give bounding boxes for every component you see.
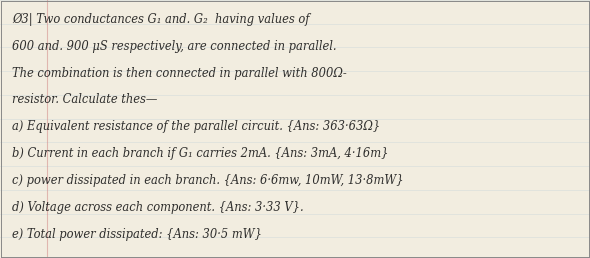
Text: e) Total power dissipated: {Ans: 30·5 mW}: e) Total power dissipated: {Ans: 30·5 mW… bbox=[12, 228, 262, 241]
Text: The combination is then connected in parallel with 800Ω-: The combination is then connected in par… bbox=[12, 67, 346, 80]
Text: 600 and. 900 μS respectively, are connected in parallel.: 600 and. 900 μS respectively, are connec… bbox=[12, 40, 336, 53]
Text: d) Voltage across each component. {Ans: 3·33 V}.: d) Voltage across each component. {Ans: … bbox=[12, 201, 303, 214]
Text: b) Current in each branch if G₁ carries 2mA. {Ans: 3mA, 4·16m}: b) Current in each branch if G₁ carries … bbox=[12, 147, 388, 160]
Text: Ø3| Two conductances G₁ and. G₂  having values of: Ø3| Two conductances G₁ and. G₂ having v… bbox=[12, 13, 309, 26]
Text: resistor. Calculate thes—: resistor. Calculate thes— bbox=[12, 93, 157, 106]
Text: c) power dissipated in each branch. {Ans: 6·6mw, 10mW, 13·8mW}: c) power dissipated in each branch. {Ans… bbox=[12, 174, 404, 187]
Text: a) Equivalent resistance of the parallel circuit. {Ans: 363·63Ω}: a) Equivalent resistance of the parallel… bbox=[12, 120, 380, 133]
